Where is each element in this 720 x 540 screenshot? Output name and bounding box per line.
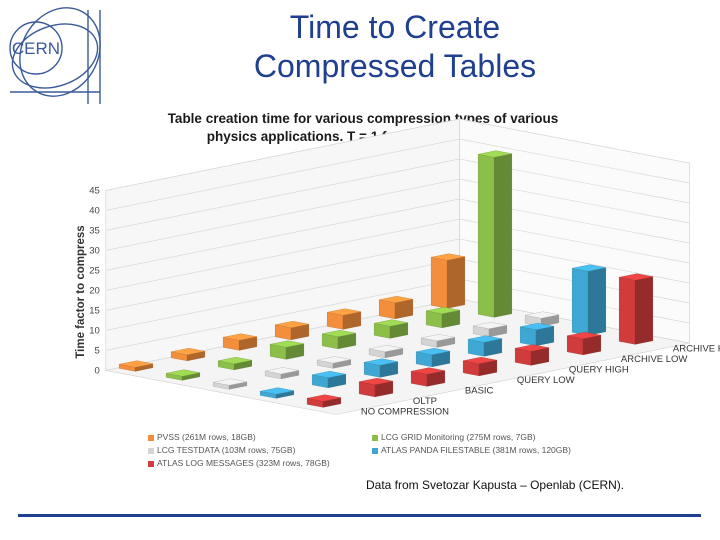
bar-top-face	[223, 333, 257, 341]
bar-top-face	[317, 356, 351, 364]
slide-title-line1: Time to Create	[289, 9, 501, 45]
bar-top-face	[369, 344, 403, 353]
bar-top-face	[307, 394, 341, 402]
gridline	[105, 198, 690, 271]
bar-top-face	[478, 150, 512, 158]
bar-top-face	[265, 367, 299, 375]
category-label: BASIC	[465, 385, 494, 396]
legend-label: ATLAS PANDA FILESTABLE (381M rows, 120GB…	[381, 445, 571, 455]
category-label: ARCHIVE HIGH	[673, 343, 720, 354]
bar-top-face	[463, 356, 497, 365]
bar-top-face	[473, 321, 507, 330]
legend-label: ATLAS LOG MESSAGES (323M rows, 78GB)	[157, 458, 330, 468]
bar-top-face	[359, 377, 393, 386]
gridline	[105, 118, 690, 191]
cern-logo: CERN	[0, 4, 106, 104]
y-tick-label: 25	[89, 265, 100, 276]
bar-front-face	[567, 335, 584, 356]
bar-top-face	[374, 319, 408, 327]
bar-top-face	[567, 331, 601, 340]
bar-top-face	[119, 360, 153, 368]
bar-top-face	[411, 367, 445, 375]
gridline	[105, 158, 690, 231]
footer-divider	[18, 514, 701, 517]
y-axis-label: Time factor to compress	[75, 225, 87, 358]
bar-top-face	[416, 347, 450, 356]
bar-top-face	[572, 264, 606, 272]
gridline	[105, 238, 690, 311]
bar-front-face	[478, 154, 495, 318]
category-label: QUERY HIGH	[569, 364, 629, 375]
bar-top-face	[520, 322, 554, 331]
bar-side-face	[635, 276, 653, 345]
legend-item: ATLAS LOG MESSAGES (323M rows, 78GB)	[148, 458, 330, 468]
bar-top-face	[275, 320, 309, 329]
bar-top-face	[270, 340, 304, 348]
bar-top-face	[312, 370, 346, 379]
legend-swatch	[372, 434, 378, 441]
source-note: Data from Svetozar Kapusta – Openlab (CE…	[366, 478, 625, 492]
legend-swatch	[372, 447, 378, 454]
legend-label: LCG TESTDATA (103M rows, 75GB)	[157, 445, 296, 455]
bar-top-face	[379, 295, 413, 304]
category-label: QUERY LOW	[517, 375, 575, 386]
bar-top-face	[525, 311, 559, 319]
legend-item: ATLAS PANDA FILESTABLE (381M rows, 120GB…	[372, 445, 571, 455]
y-tick-label: 5	[95, 345, 100, 356]
bar-top-face	[431, 253, 465, 261]
bar-top-face	[515, 344, 549, 352]
legend-item: LCG TESTDATA (103M rows, 75GB)	[148, 445, 295, 455]
bar-top-face	[468, 335, 502, 343]
y-tick-label: 35	[89, 225, 100, 236]
bar-top-face	[619, 273, 653, 281]
slide-title-line2: Compressed Tables	[253, 48, 537, 84]
y-tick-label: 45	[89, 185, 100, 196]
bar-side-face	[447, 256, 465, 309]
bar-top-face	[213, 378, 247, 386]
bar-top-face	[166, 369, 200, 377]
y-tick-label: 15	[89, 305, 100, 316]
bar-front-face	[431, 257, 448, 309]
bar-top-face	[421, 334, 455, 342]
bar-top-face	[171, 347, 205, 356]
slide-title: Time to Create Compressed Tables	[180, 8, 610, 86]
bar-top-face	[327, 308, 361, 316]
bar-top-face	[322, 329, 356, 338]
bar-front-face	[379, 299, 396, 320]
category-label: ARCHIVE LOW	[621, 354, 688, 365]
legend-swatch	[148, 447, 154, 454]
legend-swatch	[148, 460, 154, 467]
y-tick-label: 10	[89, 325, 100, 336]
legend-label: LCG GRID Monitoring (275M rows, 7GB)	[381, 432, 536, 442]
y-tick-label: 20	[89, 285, 100, 296]
bar-side-face	[494, 153, 512, 318]
bar-front-face	[619, 277, 636, 345]
legend-label: PVSS (261M rows, 18GB)	[157, 432, 256, 442]
chart-legend: PVSS (261M rows, 18GB) LCG GRID Monitorin…	[148, 432, 608, 482]
legend-swatch	[148, 434, 154, 441]
bar-top-face	[364, 358, 398, 366]
legend-item: LCG GRID Monitoring (275M rows, 7GB)	[372, 432, 535, 442]
bar-top-face	[426, 306, 460, 315]
category-label: OLTP	[413, 396, 437, 407]
bar-top-face	[218, 356, 252, 365]
bar-front-face	[572, 268, 589, 336]
gridline	[105, 218, 690, 291]
gridline	[105, 138, 690, 211]
y-tick-label: 40	[89, 205, 100, 216]
cern-logo-text: CERN	[12, 39, 60, 58]
gridline	[105, 178, 690, 251]
bar-front-face	[520, 326, 537, 347]
category-label: NO COMPRESSION	[361, 406, 449, 417]
legend-item: PVSS (261M rows, 18GB)	[148, 432, 256, 442]
bar-side-face	[588, 267, 606, 336]
y-tick-label: 0	[95, 365, 100, 376]
bar-top-face	[260, 387, 294, 395]
y-tick-label: 30	[89, 245, 100, 256]
